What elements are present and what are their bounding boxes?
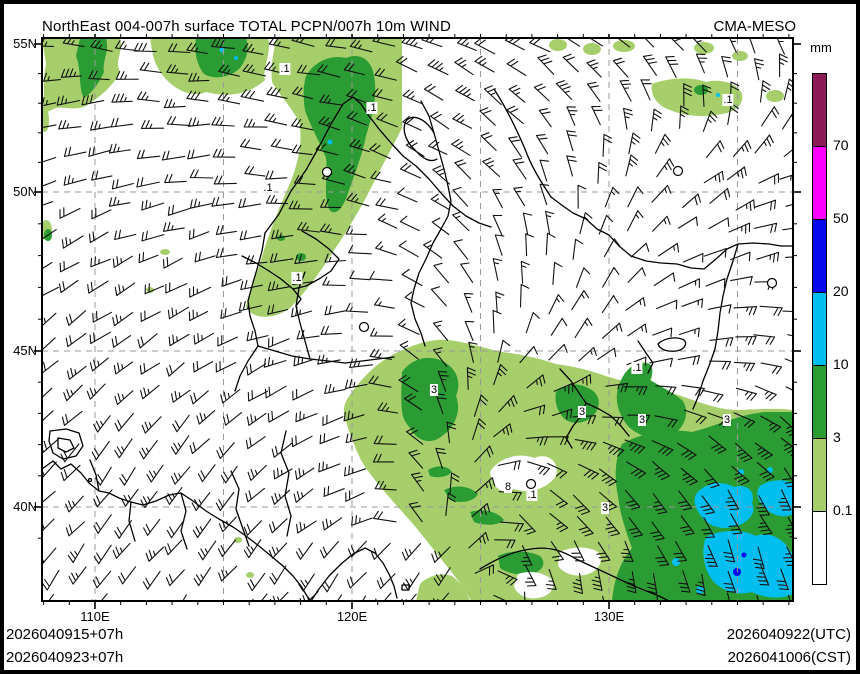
init-time-line1: 2026040915+07h — [6, 626, 124, 643]
contour-label: 8 — [503, 481, 513, 493]
lat-tick-label: 45N — [13, 343, 37, 358]
precip-moderate-layer — [219, 47, 793, 598]
contour-label: .1 — [262, 182, 274, 194]
contour-label: .1 — [631, 362, 643, 374]
colorbar-boundary-label: 70 — [833, 137, 849, 153]
valid-time-utc: 2026040922(UTC) — [726, 626, 851, 643]
contour-label: 3 — [722, 414, 732, 426]
contour-label: 3 — [600, 502, 610, 514]
colorbar-boundary-label: 3 — [833, 429, 841, 445]
contour-label: 3 — [577, 406, 587, 418]
contour-label: .1 — [279, 63, 291, 75]
contour-label: 3 — [429, 384, 439, 396]
contour-label: 3 — [637, 414, 647, 426]
lat-tick-label: 55N — [13, 36, 37, 51]
contour-label: .1 — [722, 94, 734, 106]
init-time-line2: 2026040923+07h — [6, 649, 124, 666]
valid-time-cst: 2026041006(CST) — [727, 649, 851, 666]
lon-tick-label: 110E — [80, 609, 110, 624]
model-name: CMA-MESO — [713, 18, 797, 35]
contour-label: .1 — [366, 102, 378, 114]
map-frame — [41, 37, 794, 602]
calm-wind-markers — [321, 165, 778, 490]
axis-ticks — [34, 34, 801, 609]
colorbar-unit-label: mm — [810, 40, 832, 55]
colorbar-boundary-label: 50 — [833, 210, 849, 226]
lon-tick-label: 130E — [593, 609, 625, 624]
plot-title: NorthEast 004-007h surface TOTAL PCPN/00… — [42, 18, 451, 35]
colorbar-boundary-label: 0.1 — [833, 502, 853, 518]
lat-tick-label: 50N — [13, 184, 37, 199]
contour-label: .1 — [291, 272, 303, 284]
colorbar-segment — [812, 511, 827, 585]
lat-tick-label: 40N — [13, 499, 37, 514]
colorbar-boundary-label: 20 — [833, 283, 849, 299]
lon-tick-label: 120E — [336, 609, 368, 624]
contour-label: .1 — [526, 489, 538, 501]
colorbar-boundary-label: 10 — [833, 356, 849, 372]
